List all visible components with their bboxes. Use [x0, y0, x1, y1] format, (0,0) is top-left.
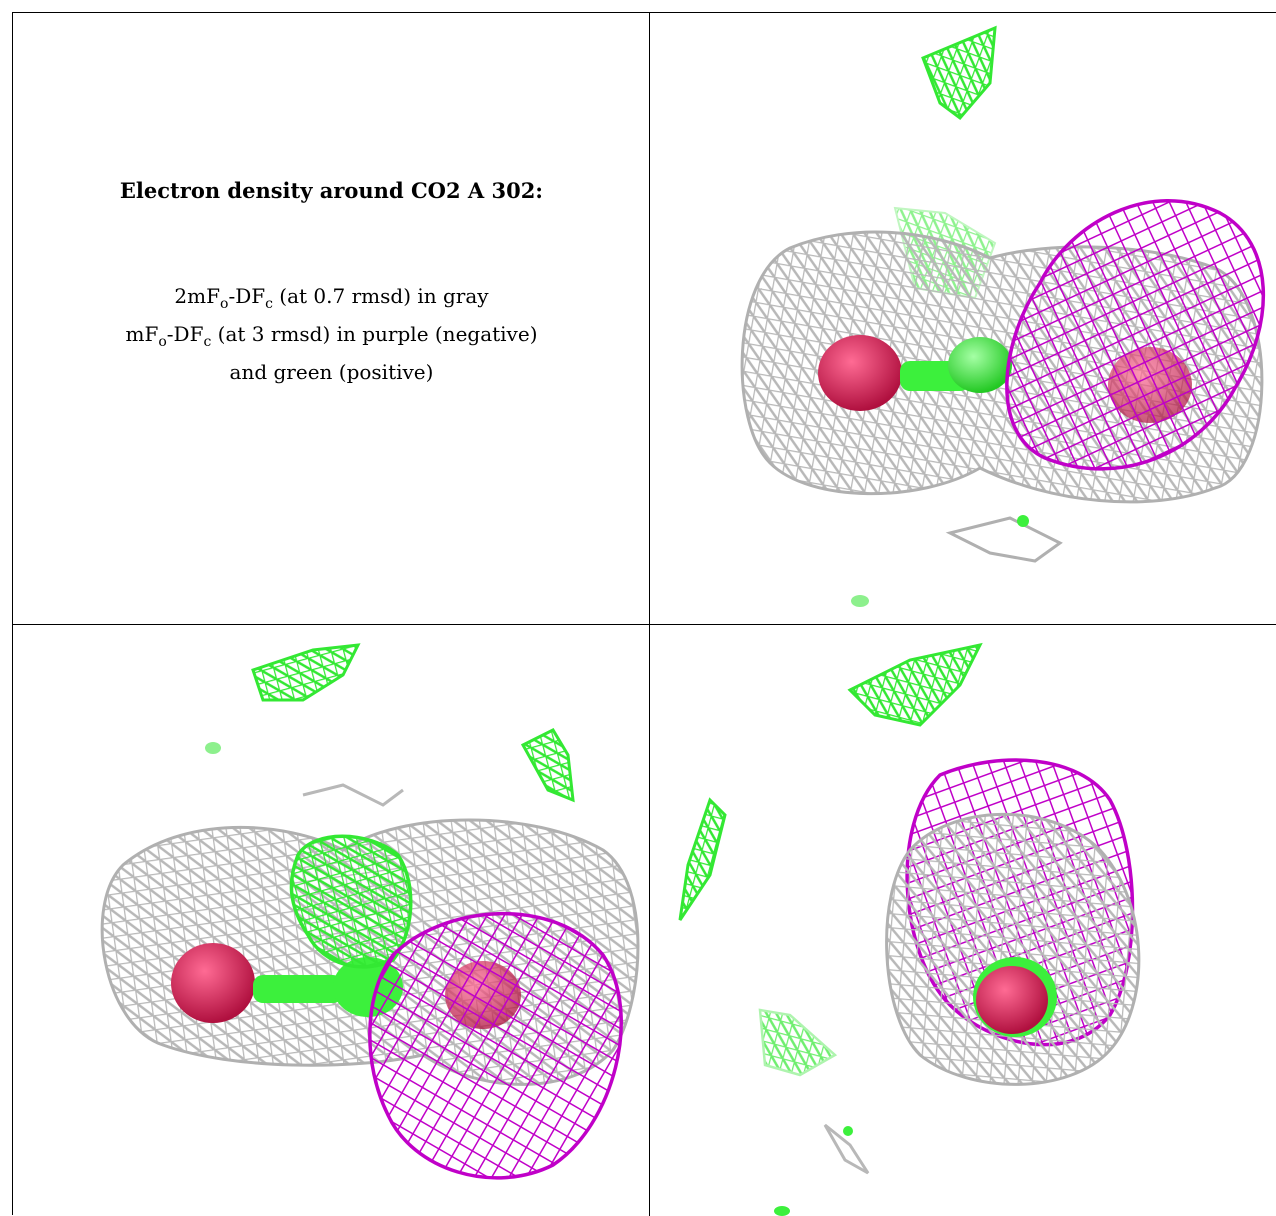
gray-mesh-fragment	[945, 516, 1063, 563]
density-render-2	[100, 643, 640, 1180]
green-mesh-fragment	[1017, 515, 1029, 527]
oxygen-atom	[171, 943, 255, 1023]
caption-line-gray: 2mFo-DFc (at 0.7 rmsd) in gray	[174, 284, 489, 312]
figure-grid: Electron density around CO2 A 302: 2mFo-…	[12, 12, 1276, 1216]
oxygen-atom	[818, 335, 902, 411]
green-mesh-fragment	[758, 1008, 838, 1077]
green-mesh-fragment	[851, 595, 869, 607]
caption-panel: Electron density around CO2 A 302: 2mFo-…	[13, 13, 650, 625]
carbon-atom	[948, 337, 1012, 393]
carbon-bond	[253, 975, 343, 1003]
caption-title: Electron density around CO2 A 302:	[119, 178, 544, 203]
green-mesh-blob	[847, 642, 983, 727]
caption-line-green: and green (positive)	[229, 360, 434, 384]
gray-mesh-fragment	[823, 1123, 870, 1175]
green-mesh-fragment	[774, 1206, 790, 1216]
caption-line-purple: mFo-DFc (at 3 rmsd) in purple (negative)	[125, 322, 538, 350]
density-render-1	[740, 25, 1266, 607]
caption-body: 2mFo-DFc (at 0.7 rmsd) in gray mFo-DFc (…	[13, 281, 649, 387]
green-mesh-blob	[251, 643, 361, 702]
gray-mesh-fragment	[302, 783, 404, 807]
density-view-top-right	[650, 13, 1276, 625]
green-mesh-blob	[921, 25, 997, 121]
density-view-bottom-right	[650, 625, 1276, 1216]
purple-density-mesh	[1005, 198, 1266, 471]
green-mesh-fragment	[678, 797, 727, 921]
green-mesh-fragment	[843, 1126, 853, 1136]
oxygen-atom	[976, 966, 1048, 1034]
purple-density-mesh	[368, 911, 623, 1180]
density-view-bottom-left	[13, 625, 650, 1216]
green-mesh-fragment	[205, 742, 221, 754]
green-mesh-blob	[520, 728, 575, 803]
density-render-3	[678, 642, 1141, 1216]
gray-density-mesh	[885, 812, 1141, 1086]
